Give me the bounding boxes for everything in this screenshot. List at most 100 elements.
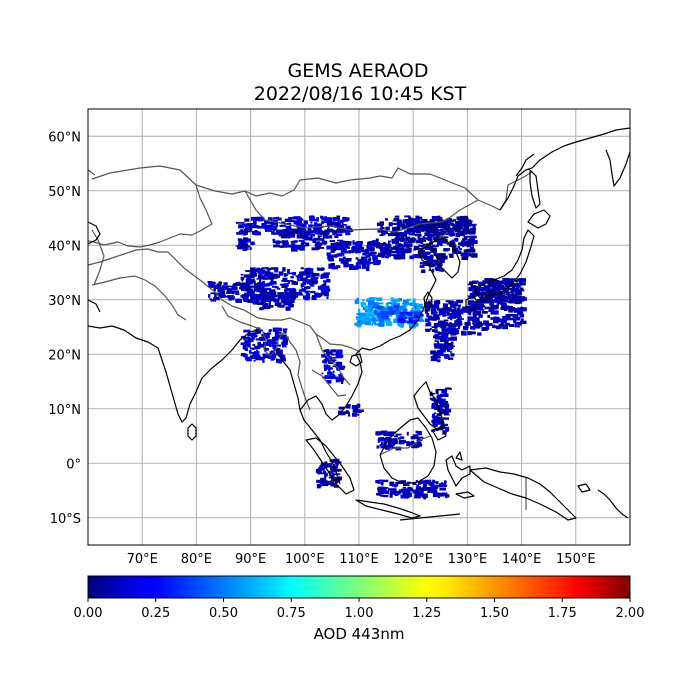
aod-pixel — [393, 305, 400, 309]
aod-pixel — [213, 297, 217, 302]
aod-pixel — [266, 296, 271, 300]
aod-pixel — [282, 283, 289, 287]
aod-pixel — [255, 283, 262, 285]
aod-pixel — [295, 275, 298, 278]
aod-pixel — [303, 220, 308, 225]
aod-pixel — [452, 226, 459, 230]
aod-pixel — [323, 280, 327, 283]
aod-pixel — [498, 323, 504, 327]
aod-pixel — [381, 253, 385, 258]
aod-pixel — [321, 240, 328, 245]
border-laos — [315, 333, 351, 386]
aod-pixel — [268, 341, 276, 345]
aod-pixel — [430, 350, 437, 355]
aod-pixel — [489, 278, 495, 281]
aod-pixel — [466, 229, 473, 233]
aod-pixel — [321, 231, 324, 234]
aod-pixel — [446, 312, 450, 316]
aod-pixel — [261, 223, 266, 226]
aod-pixel — [453, 223, 460, 228]
aod-pixel — [274, 268, 279, 273]
aod-pixel — [393, 246, 399, 250]
aod-pixel — [253, 359, 256, 362]
aod-pixel — [315, 245, 320, 249]
aod-pixel — [318, 247, 325, 249]
aod-pixel — [389, 491, 396, 495]
aod-pixel — [467, 332, 472, 336]
aod-pixel — [325, 349, 330, 354]
aod-pixel — [410, 239, 416, 243]
aod-pixel — [394, 215, 400, 218]
aod-pixel — [397, 320, 404, 323]
aod-pixel — [284, 289, 288, 293]
aod-pixel — [517, 310, 524, 313]
aod-pixel — [502, 279, 507, 284]
aod-pixel — [298, 219, 302, 224]
aod-pixel — [328, 463, 332, 467]
aod-pixel — [397, 239, 400, 242]
aod-pixel — [367, 241, 372, 246]
lat-label: 60°N — [48, 130, 81, 145]
aod-pixel — [475, 311, 482, 316]
aod-pixel — [323, 360, 327, 364]
aod-pixel — [455, 250, 462, 254]
aod-pixel — [392, 438, 398, 442]
aod-pixel — [371, 306, 377, 309]
aod-pixel — [352, 241, 359, 245]
aod-pixel — [273, 244, 280, 248]
aod-pixel — [418, 244, 425, 247]
aod-pixel — [253, 231, 259, 235]
aod-pixel — [344, 241, 352, 246]
aod-pixel — [433, 322, 439, 328]
aod-pixel — [448, 300, 454, 305]
aod-pixel — [347, 229, 354, 232]
aod-pixel — [381, 232, 386, 236]
aod-pixel — [324, 375, 332, 379]
aod-pixel — [274, 341, 279, 345]
aod-pixel — [338, 374, 341, 378]
aod-pixel — [440, 344, 443, 346]
aod-pixel — [454, 315, 459, 318]
aod-pixel — [433, 218, 437, 221]
aod-pixel — [281, 221, 286, 225]
aod-pixel — [326, 296, 329, 299]
aod-pixel — [379, 437, 384, 441]
aod-pixel — [342, 248, 346, 252]
aod-pixel — [324, 364, 328, 369]
aod-pixel — [320, 292, 325, 296]
aod-pixel — [382, 480, 388, 482]
aod-pixel — [297, 279, 300, 282]
aod-pixel — [339, 240, 345, 244]
aod-pixel — [368, 305, 372, 310]
aod-pixel — [402, 486, 407, 489]
aod-pixel — [471, 240, 478, 244]
aod-pixel — [335, 361, 343, 366]
aod-pixel — [410, 309, 417, 312]
aod-pixel — [450, 353, 455, 357]
aod-pixel — [519, 313, 525, 317]
aod-pixel — [406, 492, 411, 495]
aod-pixel — [315, 223, 323, 227]
aod-pixel — [335, 468, 342, 472]
aod-pixel — [213, 287, 216, 292]
aod-pixel — [472, 310, 479, 312]
coast-arabian — [88, 299, 101, 313]
aod-pixel — [372, 259, 377, 265]
aod-pixel — [393, 254, 398, 257]
aod-pixel — [484, 306, 491, 310]
aod-pixel — [431, 216, 439, 221]
aod-pixel — [395, 234, 401, 240]
aod-pixel — [516, 287, 520, 290]
aod-pixel — [279, 224, 286, 227]
aod-pixel — [418, 319, 425, 322]
aod-pixel — [272, 292, 277, 296]
aod-pixel — [444, 332, 450, 335]
aod-pixel — [289, 225, 292, 230]
aod-pixel — [442, 230, 446, 234]
aod-pixel — [263, 341, 270, 346]
aod-pixel — [427, 257, 430, 260]
aod-pixel — [276, 229, 282, 232]
aod-pixel — [320, 275, 323, 279]
aod-pixel — [238, 231, 245, 234]
aod-pixel — [468, 322, 471, 326]
